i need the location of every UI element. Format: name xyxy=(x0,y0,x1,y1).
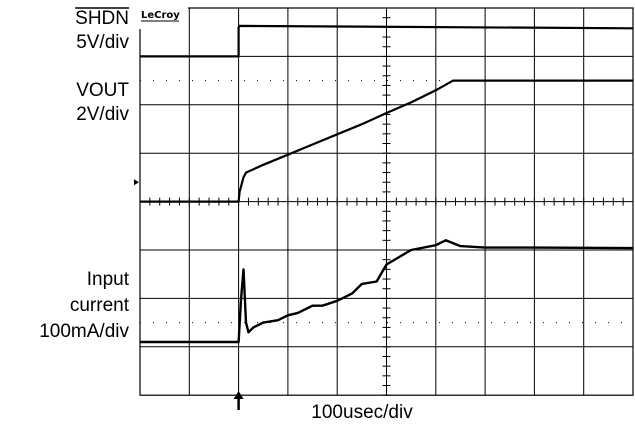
channel-3-label-line: Input xyxy=(87,269,130,290)
channel-3-label-line: current xyxy=(70,295,130,316)
channel-1-label-line: SHDN xyxy=(75,8,129,29)
trace-channel-3 xyxy=(140,239,634,344)
lecroy-logo-box xyxy=(139,7,188,29)
trace-channel-1 xyxy=(140,24,634,58)
lecroy-logo: LeCroy xyxy=(141,10,180,21)
channel-3-label-line: 100mA/div xyxy=(39,321,129,342)
channel-2-label-line: 2V/div xyxy=(76,104,129,125)
trigger-arrow-head xyxy=(233,391,244,399)
trace-channel-2 xyxy=(140,79,633,203)
channel-labels: SHDN 5V/div VOUT 2V/div Input current 100mA/di… xyxy=(39,7,130,342)
waveform-traces xyxy=(140,24,634,344)
ground-level-marker-icon xyxy=(134,179,139,186)
time-scale-label: 100usec/div xyxy=(311,402,413,423)
trigger-arrow-icon xyxy=(233,391,244,410)
channel-2-label-line: VOUT xyxy=(76,80,129,101)
channel-1-label-line: 5V/div xyxy=(76,32,129,53)
